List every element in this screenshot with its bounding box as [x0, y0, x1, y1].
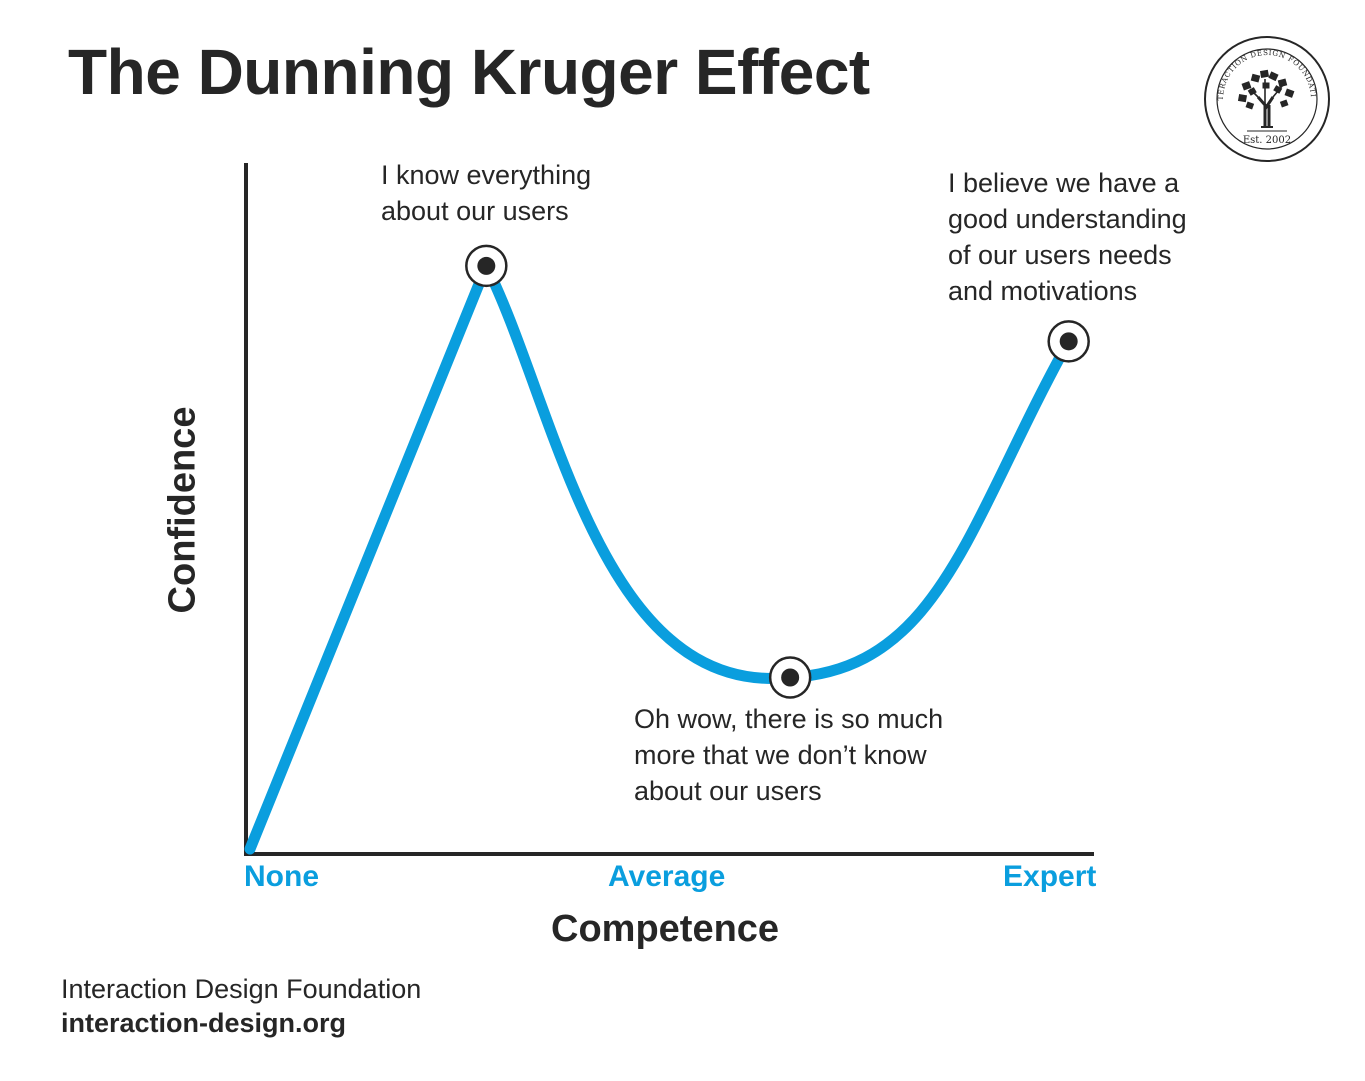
annotation-peak: I know everything about our users	[381, 160, 592, 226]
footer-organization: Interaction Design Foundation	[61, 974, 422, 1004]
logo-est-text: Est. 2002	[1243, 135, 1291, 146]
tree-icon	[1237, 69, 1295, 128]
annotation-expert: I believe we have a good understanding o…	[948, 168, 1187, 306]
y-axis-title: Confidence	[161, 406, 204, 614]
x-tick-expert: Expert	[1003, 860, 1097, 893]
footer-url: interaction-design.org	[61, 1008, 347, 1038]
marker-dot-expert	[1059, 332, 1078, 351]
marker-dot-peak	[477, 256, 496, 275]
confidence-curve	[244, 260, 1075, 855]
x-tick-none: None	[244, 860, 319, 893]
marker-dot-valley	[781, 668, 800, 687]
x-axis-title: Competence	[551, 908, 780, 950]
idf-logo: INTERACTION DESIGN FOUNDATION Est. 2002	[1203, 35, 1330, 162]
page-title: The Dunning Kruger Effect	[68, 36, 870, 108]
annotation-valley: Oh wow, there is so much more that we do…	[634, 704, 944, 806]
x-tick-average: Average	[608, 860, 726, 893]
